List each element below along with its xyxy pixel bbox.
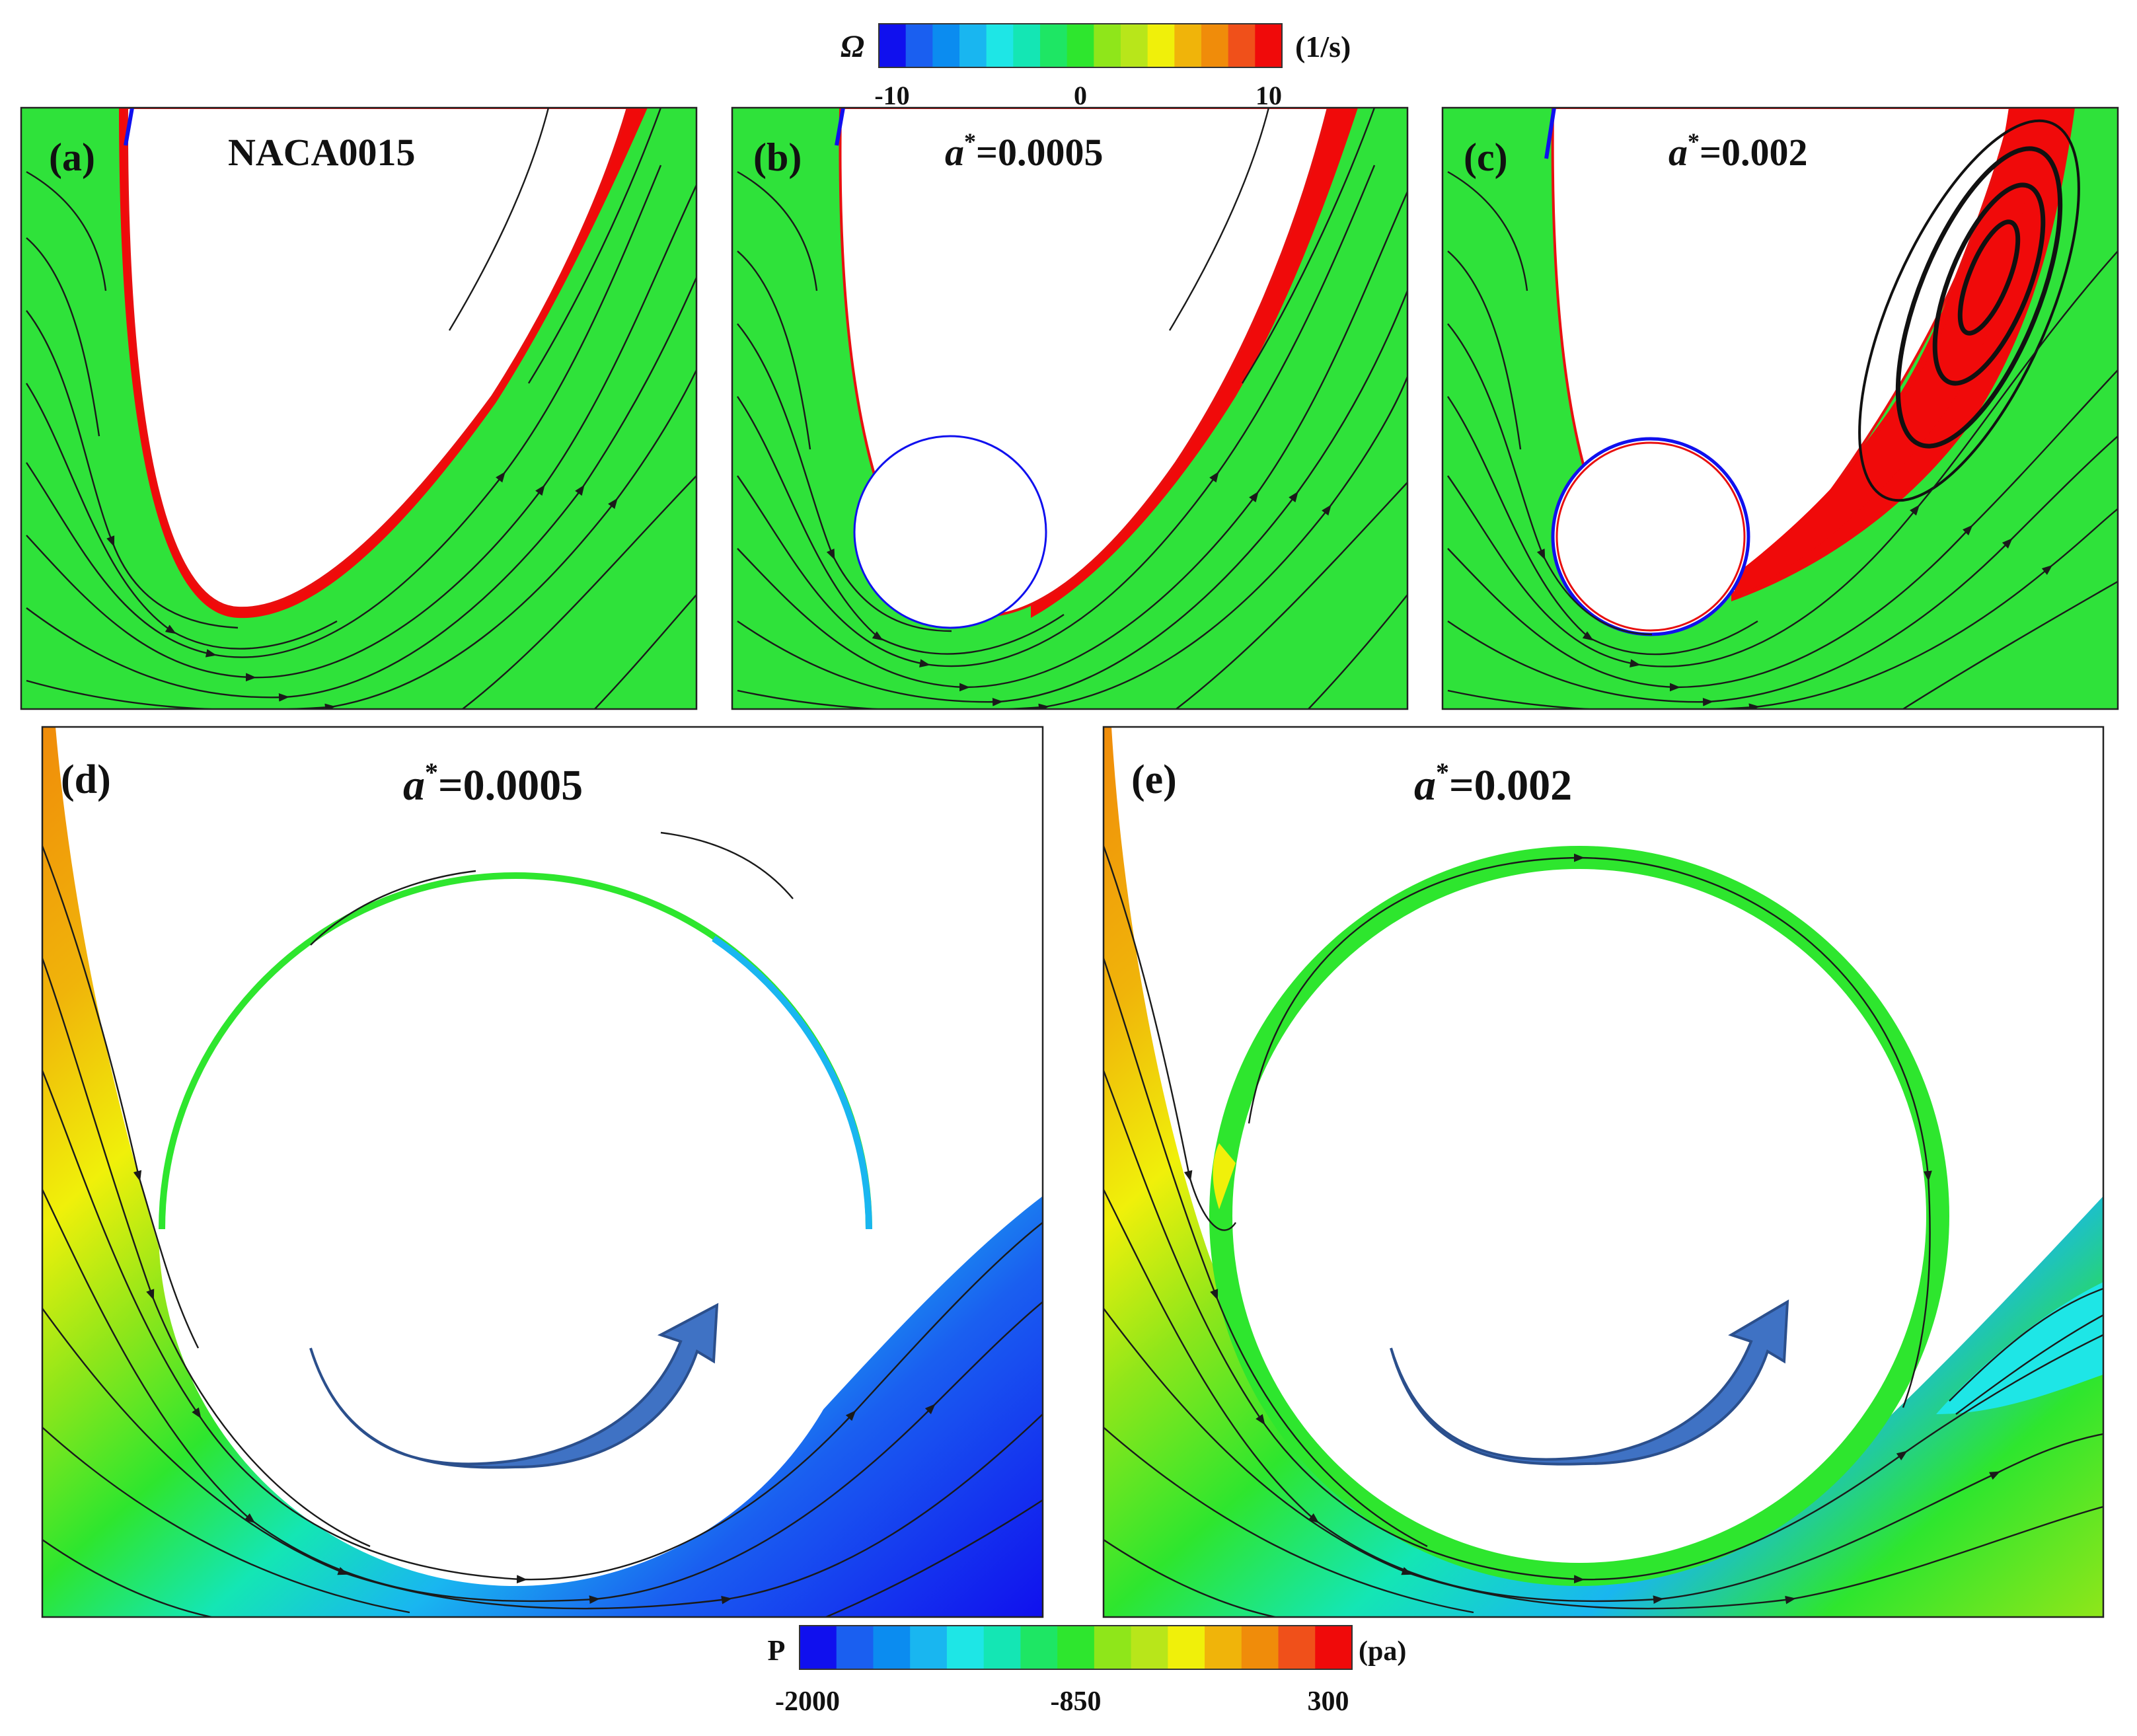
pressure-colorbar-bin: [1168, 1626, 1205, 1669]
vorticity-colorbar-unit: (1/s): [1295, 30, 1351, 63]
pressure-colorbar-bin: [1020, 1626, 1058, 1669]
vorticity-colorbar-bin: [905, 24, 933, 67]
panel-b-frame: [731, 106, 1409, 710]
panel-b: (b) a*=0.0005: [731, 106, 1409, 710]
vorticity-colorbar-bin: [959, 24, 987, 67]
panel-b-streamlines: [737, 108, 1407, 709]
pressure-tick-label: 300: [1308, 1686, 1349, 1717]
vorticity-colorbar-bin: [932, 24, 960, 67]
panel-a-title: NACA0015: [228, 131, 416, 174]
vorticity-colorbar-frame: [878, 23, 1283, 68]
pressure-colorbar-bin: [1205, 1626, 1242, 1669]
panel-e-title-sup: *: [1436, 757, 1449, 787]
panel-a-streamlines: [25, 108, 696, 709]
vorticity-colorbar-bin: [986, 24, 1014, 67]
panel-c-title-sup: *: [1688, 128, 1700, 155]
vorticity-colorbar-bin: [1228, 24, 1256, 67]
panel-d-cylinder-boundary-layer: [712, 935, 872, 1230]
pressure-tick-label: -2000: [775, 1686, 840, 1717]
pressure-colorbar-bin: [1315, 1626, 1353, 1669]
panel-d-rotation-arrow: [309, 1302, 719, 1469]
panel-c-label: (c): [1464, 135, 1508, 179]
panel-e-wake-region: [1936, 1282, 2103, 1414]
panel-e: (e) a*=0.002: [1102, 726, 2105, 1618]
pressure-colorbar-bin: [1278, 1626, 1316, 1669]
panel-a-leading-edge-marker: [124, 108, 134, 146]
panel-e-frame: [1102, 726, 2105, 1618]
panel-d-frame: [41, 726, 1044, 1618]
vorticity-colorbar-bin: [879, 24, 907, 67]
panel-d: (d) a*=0.0005: [41, 726, 1044, 1618]
panel-d-title-text: a: [403, 761, 425, 810]
panel-e-separation-pocket: [1213, 1143, 1236, 1209]
panel-b-label: (b): [753, 135, 802, 179]
panel-e-label: (e): [1131, 757, 1177, 802]
vorticity-colorbar-bin: [1201, 24, 1229, 67]
panel-a: (a) NACA0015: [20, 106, 698, 710]
panel-a-label: (a): [49, 135, 95, 179]
pressure-colorbar-bin: [1094, 1626, 1132, 1669]
panel-d-title: a*=0.0005: [403, 757, 583, 810]
panel-c-title-text: a: [1668, 131, 1688, 174]
pressure-colorbar-bin: [910, 1626, 948, 1669]
panel-d-streamlines: [42, 831, 1043, 1617]
panel-e-rotation-arrow: [1390, 1299, 1789, 1466]
panel-c-title-value: =0.002: [1700, 131, 1808, 174]
pressure-colorbar-symbol: P: [768, 1634, 786, 1667]
vorticity-colorbar: Ω (1/s) -10 0 10: [841, 23, 1351, 110]
pressure-colorbar-bin: [873, 1626, 911, 1669]
pressure-colorbar-bin: [1057, 1626, 1095, 1669]
vorticity-colorbar-bin: [1094, 24, 1121, 67]
panel-b-title-sup: *: [964, 128, 976, 155]
panel-d-title-sup: *: [425, 757, 438, 787]
panel-c-rotating-cylinder: [1551, 437, 1750, 636]
vorticity-colorbar-symbol: Ω: [841, 29, 864, 64]
panel-d-label: (d): [61, 757, 111, 802]
vorticity-colorbar-bin: [1040, 24, 1068, 67]
panel-a-title-text: NACA0015: [228, 131, 416, 174]
pressure-colorbar-bins: [800, 1626, 1353, 1669]
panel-c-recirculation-vortex: [1858, 119, 2080, 502]
pressure-colorbar-bin: [836, 1626, 874, 1669]
panel-c-frame: [1441, 106, 2119, 710]
pressure-colorbar-bin: [946, 1626, 985, 1669]
panel-b-title-text: a: [945, 131, 964, 174]
vorticity-colorbar-bin: [1147, 24, 1175, 67]
vorticity-tick-label: -10: [874, 81, 909, 110]
pressure-colorbar: P (pa) -2000 -850 300: [768, 1625, 1406, 1717]
panel-d-pressure-field: [42, 727, 1043, 1617]
panel-e-pressure-field: [1104, 727, 2103, 1617]
panel-e-title: a*=0.002: [1414, 757, 1572, 810]
pressure-colorbar-bin: [1241, 1626, 1279, 1669]
vorticity-colorbar-bin: [1174, 24, 1202, 67]
pressure-tick-label: -850: [1051, 1686, 1102, 1717]
panel-d-title-value: =0.0005: [438, 761, 583, 810]
panel-b-title: a*=0.0005: [945, 128, 1104, 174]
panel-c-leading-edge-marker: [1544, 108, 1556, 159]
pressure-colorbar-bin: [1131, 1626, 1168, 1669]
vorticity-colorbar-bin: [1013, 24, 1041, 67]
pressure-colorbar-unit: (pa): [1359, 1636, 1406, 1667]
panel-e-title-text: a: [1414, 761, 1436, 810]
vorticity-tick-label: 10: [1256, 81, 1282, 110]
panel-e-title-value: =0.002: [1449, 761, 1572, 810]
panel-e-streamlines: [1104, 845, 2103, 1617]
vorticity-colorbar-bin: [1121, 24, 1148, 67]
panel-a-frame: [20, 106, 698, 710]
panel-b-leading-edge-marker: [835, 108, 845, 146]
vorticity-colorbar-bin: [1067, 24, 1094, 67]
vorticity-colorbar-bin: [1255, 24, 1283, 67]
pressure-colorbar-frame: [799, 1625, 1353, 1670]
panel-b-rotating-cylinder: [853, 435, 1047, 629]
vorticity-colorbar-bins: [879, 24, 1283, 67]
pressure-colorbar-bin: [800, 1626, 837, 1669]
pressure-colorbar-bin: [983, 1626, 1021, 1669]
panel-c: (c) a*=0.002: [1441, 106, 2119, 710]
vorticity-tick-label: 0: [1074, 81, 1087, 110]
panel-b-title-value: =0.0005: [976, 131, 1104, 174]
panel-c-title: a*=0.002: [1668, 128, 1808, 174]
